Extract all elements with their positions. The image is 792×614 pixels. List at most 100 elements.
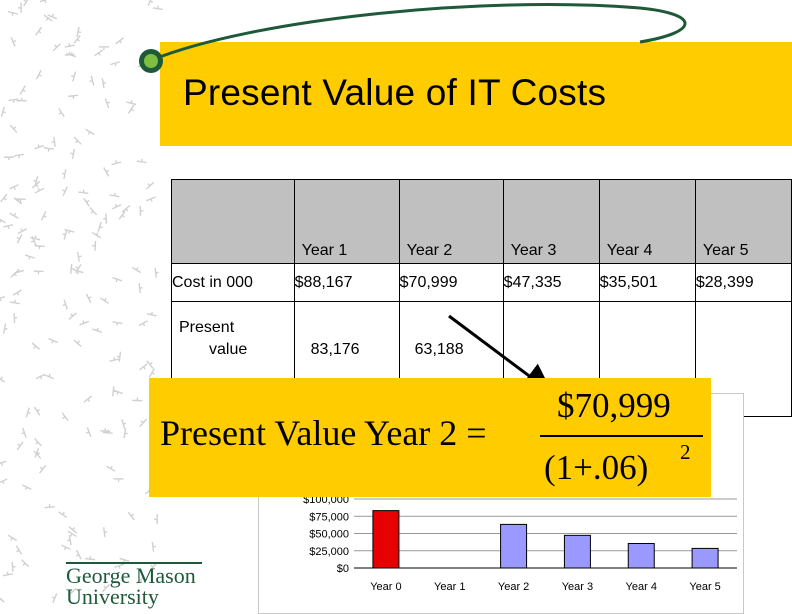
pattern-mark [40, 211, 47, 221]
x-tick-label: Year 4 [626, 581, 657, 593]
pattern-mark [111, 160, 122, 166]
pattern-mark [16, 234, 23, 244]
pattern-mark [89, 207, 98, 216]
pattern-mark [30, 235, 41, 241]
pattern-mark [131, 266, 142, 274]
pattern-mark [9, 124, 18, 134]
header-cell: Year 4 [598, 179, 696, 264]
pattern-mark [139, 205, 144, 216]
pattern-mark [83, 197, 90, 207]
pattern-mark [76, 251, 82, 262]
pattern-mark [0, 296, 6, 302]
pattern-mark [132, 397, 143, 402]
pattern-mark [0, 193, 8, 203]
pattern-mark [135, 576, 145, 585]
formula-exponent: 2 [680, 440, 691, 464]
pattern-mark [43, 14, 53, 22]
pattern-mark [16, 441, 24, 451]
pattern-mark [7, 11, 18, 16]
pattern-mark [89, 75, 95, 86]
pattern-mark [154, 267, 159, 278]
table-header-row: Year 1 Year 2 Year 3 Year 4 Year 5 [171, 179, 792, 264]
pattern-mark [146, 196, 156, 202]
pattern-mark [51, 136, 56, 147]
header-cell: Year 5 [694, 179, 792, 264]
pattern-mark [138, 320, 148, 327]
pattern-mark [67, 535, 72, 546]
pattern-mark [34, 187, 45, 194]
pattern-mark [21, 559, 30, 568]
pattern-mark [61, 544, 71, 551]
pattern-mark [136, 158, 147, 164]
table-cell: $35,501 [598, 263, 696, 302]
pattern-mark [139, 363, 148, 371]
pattern-mark [147, 0, 154, 6]
pattern-mark [146, 360, 154, 369]
title-band [160, 42, 792, 146]
pattern-mark [31, 180, 41, 189]
x-tick-label: Year 1 [434, 581, 465, 593]
pattern-mark [10, 269, 19, 278]
pattern-mark [109, 356, 120, 362]
pattern-mark [85, 556, 96, 561]
pattern-mark [17, 228, 28, 235]
pattern-mark [24, 254, 35, 260]
pattern-mark [112, 386, 117, 397]
pattern-mark [151, 541, 157, 552]
pattern-mark [73, 136, 82, 145]
pattern-mark [35, 69, 42, 80]
pattern-mark [18, 2, 22, 13]
pattern-mark [78, 189, 89, 195]
pattern-mark [15, 198, 26, 203]
pattern-mark [21, 427, 27, 438]
pattern-mark [118, 210, 126, 220]
pattern-mark [109, 192, 120, 198]
pattern-mark [25, 407, 31, 418]
formula-box: Present Value Year 2 = $70,999 (1+.06) 2 [149, 378, 711, 497]
pattern-mark [16, 97, 27, 102]
header-cell: Year 2 [398, 179, 504, 264]
pattern-mark [0, 376, 6, 383]
pattern-mark [103, 167, 110, 177]
bar [563, 534, 591, 569]
pattern-mark [3, 224, 14, 229]
pattern-mark [73, 339, 82, 348]
table-cell: $70,999 [398, 263, 504, 302]
y-tick-label: $25,000 [309, 546, 349, 558]
pattern-mark [145, 181, 155, 190]
pattern-mark [113, 478, 124, 482]
pattern-mark [64, 51, 75, 56]
pattern-mark [70, 148, 76, 159]
pattern-mark [61, 169, 67, 180]
pattern-mark [73, 268, 84, 275]
pattern-mark [92, 240, 97, 251]
pattern-mark [2, 571, 13, 577]
chart-plot: $0 $25,000 $50,000 $75,000 $100,000 Year 0 Yea… [303, 494, 737, 593]
pattern-mark [34, 437, 42, 447]
pattern-mark [52, 43, 61, 52]
y-tick-label: $75,000 [309, 511, 349, 523]
pattern-mark [112, 321, 123, 326]
pattern-mark [15, 545, 23, 555]
pattern-mark [35, 373, 46, 380]
pattern-mark [9, 299, 20, 305]
table-row: Cost in 000 $88,167 $70,999 $47,335 $35,… [171, 263, 792, 302]
pattern-mark [110, 61, 121, 67]
pattern-mark [103, 527, 108, 538]
pattern-mark [39, 0, 48, 4]
pattern-mark [127, 511, 135, 521]
logo-line1: George Mason [66, 563, 196, 588]
pattern-mark [22, 484, 32, 491]
y-tick-label: $0 [337, 563, 349, 575]
row-label-line1: Present [179, 319, 235, 336]
pattern-mark [34, 26, 43, 36]
pattern-mark [0, 460, 7, 466]
pattern-mark [121, 419, 127, 430]
pattern-mark [13, 153, 24, 159]
x-tick-label: Year 3 [562, 581, 593, 593]
pattern-mark [75, 549, 82, 560]
pattern-mark [83, 395, 92, 403]
pattern-mark [104, 98, 111, 109]
pattern-mark [34, 447, 40, 458]
